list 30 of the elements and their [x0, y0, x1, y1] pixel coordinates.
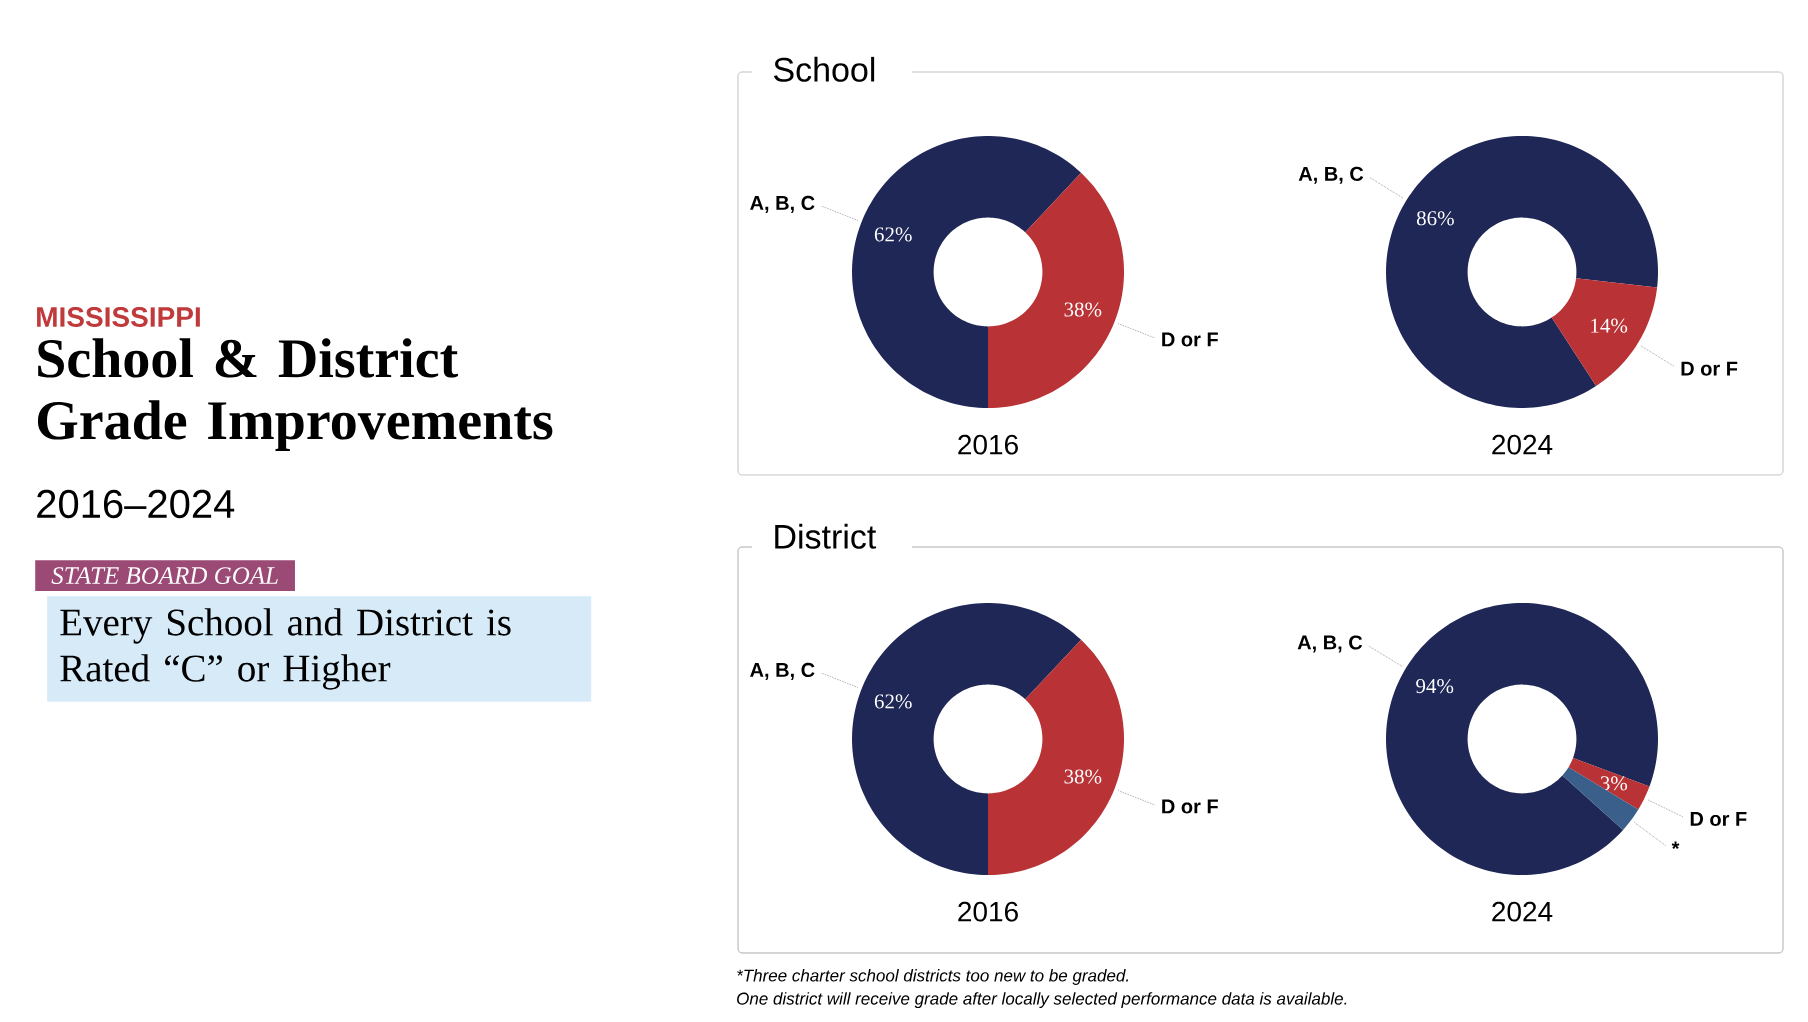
- data-label: 62%: [874, 227, 912, 242]
- slice-label: A, B, C: [750, 195, 815, 213]
- slice-label: D or F: [1690, 811, 1747, 826]
- text: 2016: [958, 434, 1018, 455]
- slice-label: D or F: [1162, 332, 1218, 347]
- data-label: 3%: [1600, 776, 1628, 791]
- slice-label: A, B, C: [1297, 635, 1363, 653]
- slice-label: D or F: [1162, 799, 1218, 814]
- data-label: 62%: [874, 694, 912, 709]
- data-label: 86%: [1416, 211, 1454, 226]
- text: STATE BOARD GOAL: [51, 567, 278, 584]
- text: One district will receive grade after locally selected performance data is available.: [737, 992, 1347, 1009]
- slice-label: D or F: [1681, 361, 1738, 376]
- data-label: 38%: [1064, 302, 1102, 317]
- text: 2024: [1492, 901, 1553, 922]
- chart-title: District: [775, 523, 877, 549]
- text: MISSISSIPPI: [37, 307, 200, 327]
- data-label: 14%: [1591, 318, 1628, 333]
- text: 2024: [1492, 434, 1553, 455]
- text: Every School and District is Rated “C” or Higher: [60, 608, 511, 690]
- text: 2016: [958, 901, 1018, 922]
- text: 2016–2024: [37, 489, 235, 519]
- text: School & District Grade Improvements: [37, 338, 553, 451]
- slice-label: A, B, C: [750, 662, 815, 680]
- data-label: 38%: [1064, 769, 1102, 784]
- data-label: 94%: [1416, 678, 1454, 694]
- text: *Three charter school districts too new to be graded.: [737, 969, 1129, 985]
- slice-label: A, B, C: [1298, 166, 1364, 184]
- chart-title: School: [773, 56, 875, 82]
- slice-label: *: [1671, 841, 1680, 850]
